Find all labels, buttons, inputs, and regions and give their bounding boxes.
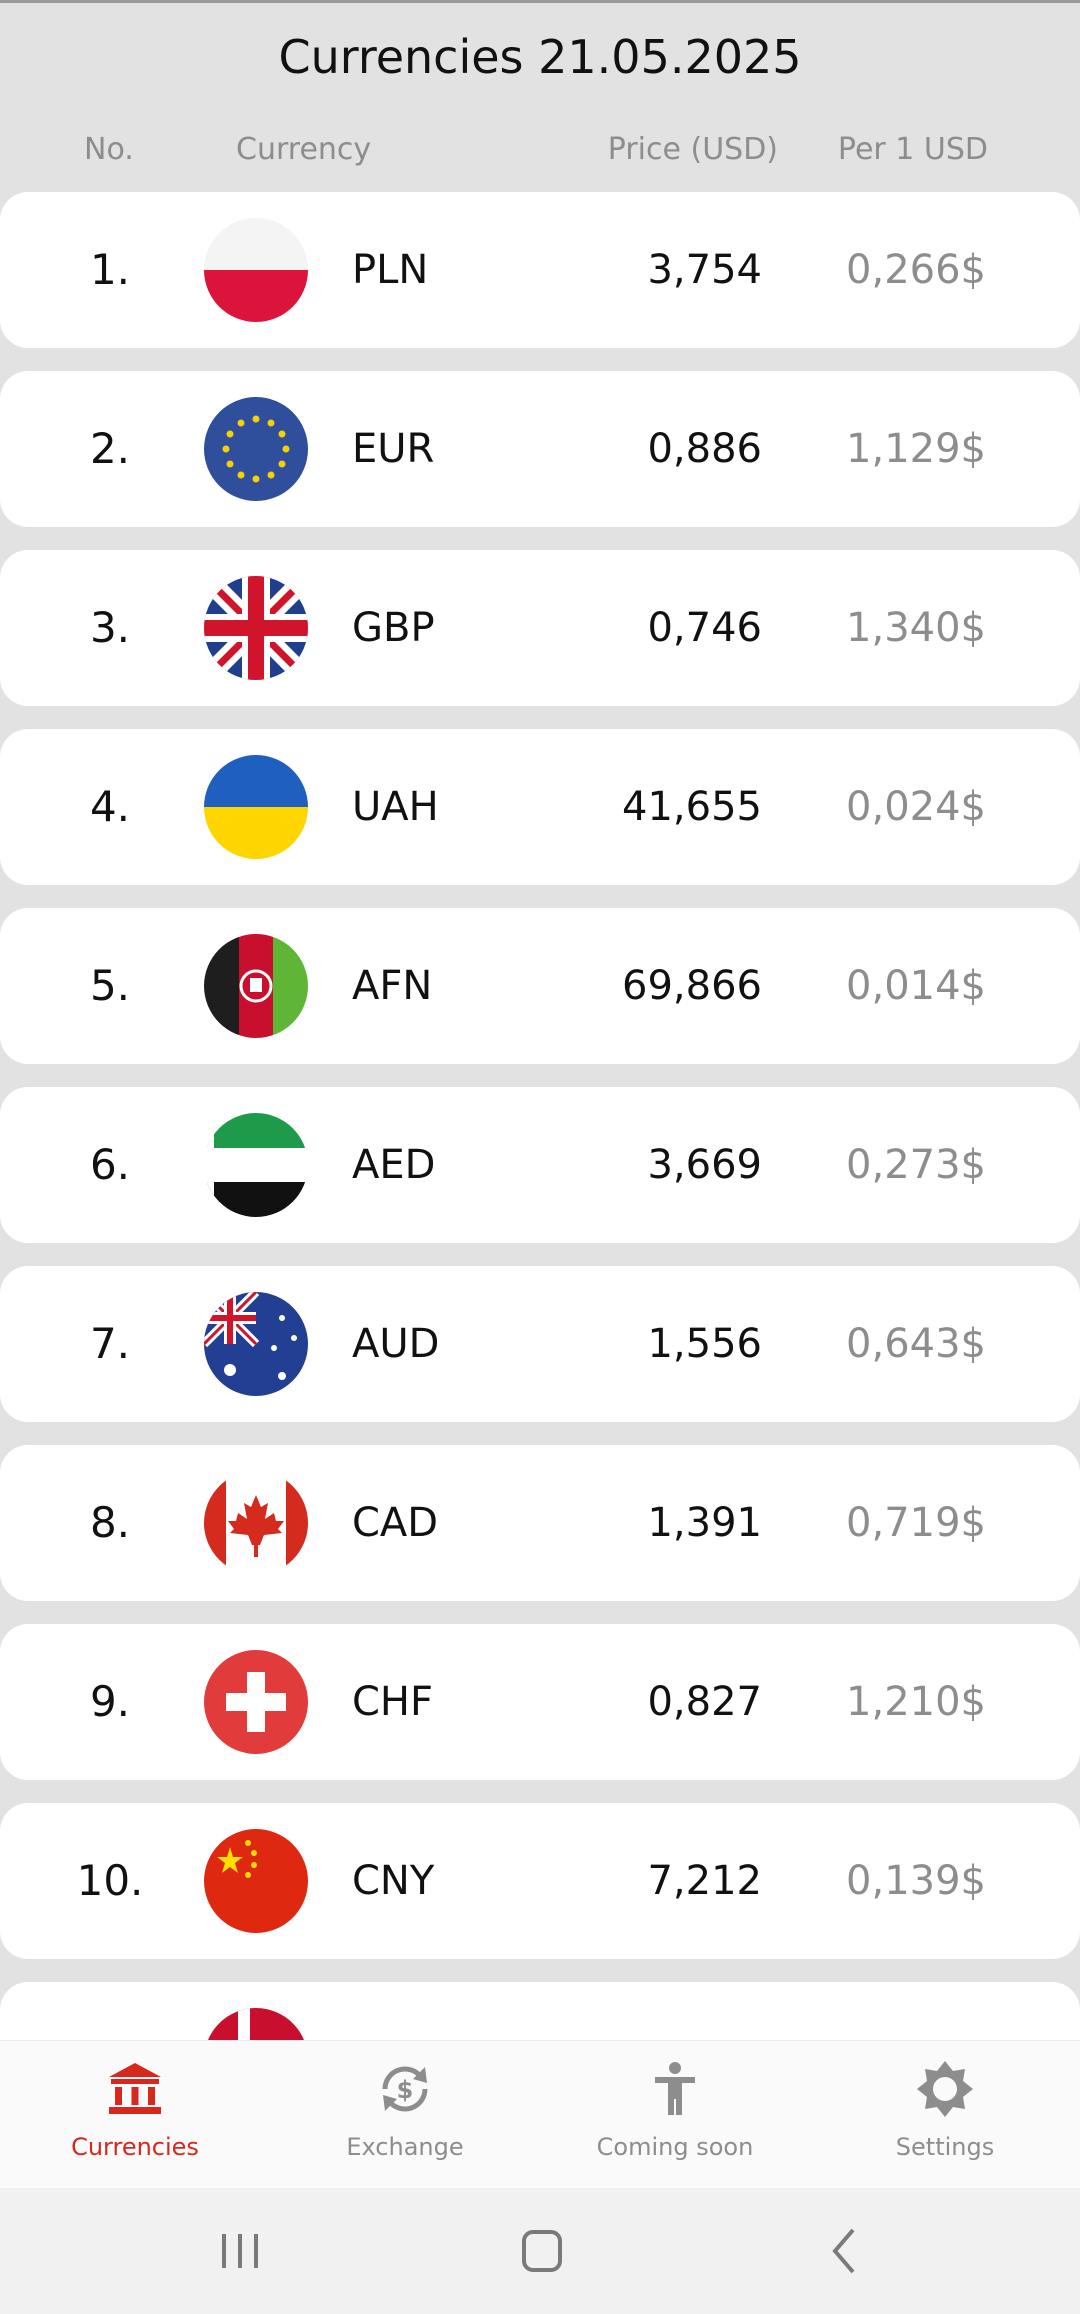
china-flag-icon	[204, 1829, 308, 1933]
nav-label: Coming soon	[596, 2133, 754, 2161]
currency-row-partial[interactable]	[0, 1982, 1080, 2042]
row-number: 8.	[89, 1498, 131, 1547]
currency-price: 1,556	[647, 1321, 762, 1367]
currency-code: CHF	[352, 1679, 434, 1725]
currency-price: 3,754	[647, 247, 762, 293]
nav-settings[interactable]: Settings	[810, 2041, 1080, 2189]
per-usd-value: 1,210$	[846, 1679, 986, 1725]
currency-row-aed[interactable]: 6. AED 3,669 0,273$	[0, 1087, 1080, 1243]
person-icon	[655, 2062, 695, 2115]
row-number: 9.	[89, 1677, 131, 1726]
per-usd-value: 0,273$	[846, 1142, 986, 1188]
currency-price: 0,746	[647, 605, 762, 651]
currency-code: AED	[352, 1142, 436, 1188]
currency-row-eur[interactable]: 2. EUR 0,886 1,129$	[0, 371, 1080, 527]
row-number: 7.	[89, 1319, 131, 1368]
currency-code: AUD	[352, 1321, 440, 1367]
nav-coming-soon[interactable]: Coming soon	[540, 2041, 810, 2189]
currency-code: CAD	[352, 1500, 439, 1546]
currency-price: 3,669	[647, 1142, 762, 1188]
currency-row-cny[interactable]: 10. CNY 7,212 0,139$	[0, 1803, 1080, 1959]
uk-flag-icon	[204, 576, 308, 680]
gear-icon	[917, 2061, 973, 2117]
currency-price: 0,886	[647, 426, 762, 472]
australia-flag-icon	[204, 1292, 308, 1396]
recent-apps-icon[interactable]	[210, 2226, 270, 2276]
currency-price: 69,866	[622, 963, 762, 1009]
row-number: 6.	[89, 1140, 131, 1189]
currency-row-uah[interactable]: 4. UAH 41,655 0,024$	[0, 729, 1080, 885]
per-usd-value: 0,014$	[846, 963, 986, 1009]
currency-row-chf[interactable]: 9. CHF 0,827 1,210$	[0, 1624, 1080, 1780]
row-number: 10.	[76, 1856, 144, 1905]
system-navigation-bar	[0, 2188, 1080, 2314]
currency-code: EUR	[352, 426, 435, 472]
poland-flag-icon	[204, 218, 308, 322]
nav-label: Currencies	[71, 2133, 199, 2161]
currency-code: UAH	[352, 784, 439, 830]
per-usd-value: 0,024$	[846, 784, 986, 830]
currency-code: CNY	[352, 1858, 435, 1904]
currency-code: GBP	[352, 605, 435, 651]
bank-icon	[109, 2063, 161, 2114]
per-usd-value: 1,340$	[846, 605, 986, 651]
eu-flag-icon	[204, 397, 308, 501]
currency-price: 0,827	[647, 1679, 762, 1725]
nav-label: Exchange	[346, 2133, 464, 2161]
row-number: 2.	[89, 424, 131, 473]
svg-text:$: $	[397, 2076, 414, 2104]
currency-price: 1,391	[647, 1500, 762, 1546]
per-usd-value: 0,266$	[846, 247, 986, 293]
switzerland-flag-icon	[204, 1650, 308, 1754]
row-number: 5.	[89, 961, 131, 1010]
denmark-flag-icon	[204, 2008, 308, 2042]
currency-row-gbp[interactable]: 3. GBP 0,746 1,340$	[0, 550, 1080, 706]
home-icon[interactable]	[512, 2226, 572, 2276]
exchange-dollar-icon: $	[382, 2066, 428, 2112]
per-usd-value: 0,719$	[846, 1500, 986, 1546]
ukraine-flag-icon	[204, 755, 308, 859]
nav-currencies[interactable]: Currencies	[0, 2041, 270, 2189]
column-header-currency: Currency	[236, 132, 372, 167]
row-number: 4.	[89, 782, 131, 831]
column-header-no: No.	[84, 132, 134, 167]
currency-price: 41,655	[622, 784, 762, 830]
row-number: 1.	[89, 245, 131, 294]
currency-code: AFN	[352, 963, 433, 1009]
back-icon[interactable]	[815, 2226, 875, 2276]
currency-row-cad[interactable]: 8. CAD 1,391 0,719$	[0, 1445, 1080, 1601]
row-number: 3.	[89, 603, 131, 652]
nav-exchange[interactable]: $ Exchange	[270, 2041, 540, 2189]
currency-row-pln[interactable]: 1. PLN 3,754 0,266$	[0, 192, 1080, 348]
per-usd-value: 1,129$	[846, 426, 986, 472]
per-usd-value: 0,643$	[846, 1321, 986, 1367]
currency-price: 7,212	[647, 1858, 762, 1904]
page-title: Currencies 21.05.2025	[278, 30, 802, 84]
column-header-price: Price (USD)	[607, 132, 778, 167]
per-usd-value: 0,139$	[846, 1858, 986, 1904]
status-line	[0, 0, 1080, 3]
currency-row-aud[interactable]: 7. AUD 1,556 0,643$	[0, 1266, 1080, 1422]
afghanistan-flag-icon	[204, 934, 308, 1038]
nav-label: Settings	[895, 2133, 995, 2161]
canada-flag-icon	[204, 1471, 308, 1575]
column-header-per-usd: Per 1 USD	[837, 132, 988, 167]
currency-row-afn[interactable]: 5. AFN 69,866 0,014$	[0, 908, 1080, 1064]
currency-code: PLN	[352, 247, 429, 293]
bottom-navigation: Currencies $ Exchange Coming soon Settin…	[0, 2040, 1080, 2189]
uae-flag-icon	[204, 1113, 308, 1217]
